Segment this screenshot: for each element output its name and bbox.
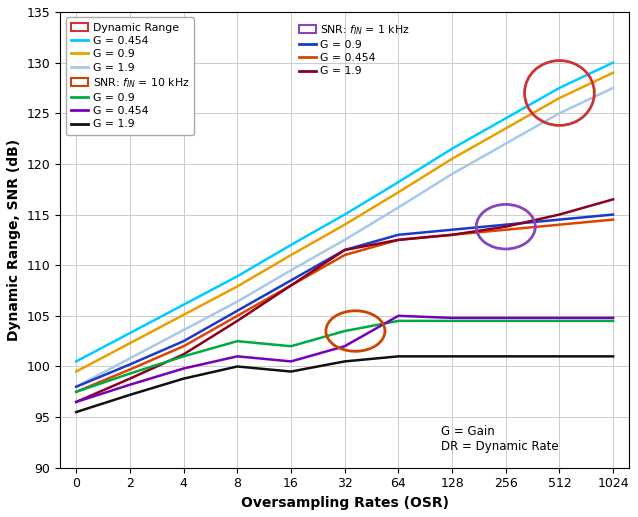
X-axis label: Oversampling Rates (OSR): Oversampling Rates (OSR) xyxy=(241,496,449,510)
Legend: SNR: $f_{IN}$ = 1 kHz, G = 0.9, G = 0.454, G = 1.9: SNR: $f_{IN}$ = 1 kHz, G = 0.9, G = 0.45… xyxy=(293,18,415,82)
Text: G = Gain
DR = Dynamic Rate: G = Gain DR = Dynamic Rate xyxy=(441,424,559,452)
Y-axis label: Dynamic Range, SNR (dB): Dynamic Range, SNR (dB) xyxy=(7,139,21,341)
